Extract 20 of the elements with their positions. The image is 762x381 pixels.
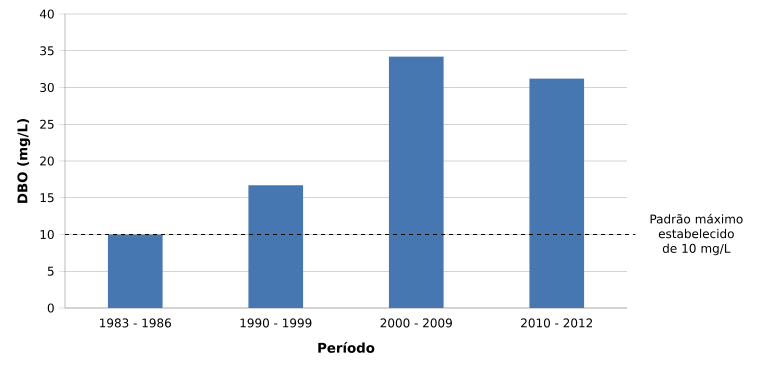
- y-tick-label: 0: [48, 303, 54, 313]
- y-tick-label: 35: [40, 46, 54, 56]
- x-tick-label: 2010 - 2012: [521, 318, 592, 328]
- y-tick-label: 40: [40, 9, 54, 19]
- y-tick-label: 25: [40, 120, 54, 129]
- bar: [108, 234, 163, 308]
- bar: [529, 78, 584, 308]
- y-tick-label: 30: [40, 82, 54, 92]
- y-tick-label: 10: [40, 230, 54, 240]
- bar: [388, 56, 444, 308]
- y-tick-label: 20: [40, 156, 54, 166]
- y-axis-title: DBO (mg/L): [17, 119, 30, 203]
- x-tick-label: 2000 - 2009: [380, 318, 452, 328]
- x-tick-label: 1983 - 1986: [100, 318, 171, 328]
- bar: [248, 185, 304, 308]
- x-tick-label: 1990 - 1999: [240, 318, 312, 328]
- x-axis-title: Período: [318, 342, 374, 353]
- y-tick-label: 5: [48, 266, 54, 276]
- y-tick-label: 15: [40, 193, 54, 202]
- ref-line-label: Padrão máximo estabelecido de 10 mg/L: [650, 214, 743, 256]
